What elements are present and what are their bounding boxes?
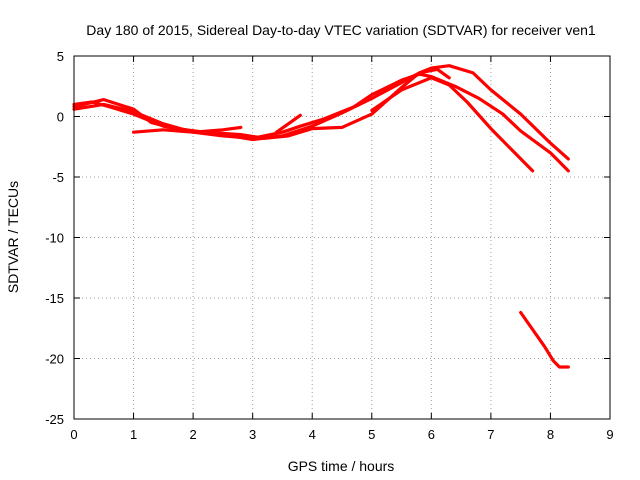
y-tick-label: 5 <box>57 49 64 64</box>
x-axis-label: GPS time / hours <box>288 458 395 474</box>
x-tick-label: 8 <box>547 427 554 442</box>
x-tick-label: 0 <box>70 427 77 442</box>
series-line-track-6 <box>274 113 302 134</box>
x-tick-label: 5 <box>368 427 375 442</box>
x-tick-labels: 0 1 2 3 4 5 6 7 8 9 <box>70 427 613 442</box>
x-tick-label: 1 <box>130 427 137 442</box>
grid <box>74 56 610 419</box>
series-line-track-3 <box>72 67 451 140</box>
y-tick-labels: -25 -20 -15 -10 -5 0 5 <box>45 49 64 427</box>
y-tick-label: -15 <box>45 291 64 306</box>
x-tick-label: 4 <box>309 427 316 442</box>
series-layer <box>72 64 570 369</box>
y-tick-label: -20 <box>45 352 64 367</box>
x-tick-label: 3 <box>249 427 256 442</box>
x-tick-label: 9 <box>606 427 613 442</box>
y-tick-label: -25 <box>45 412 64 427</box>
y-axis-label: SDTVAR / TECUs <box>5 181 21 293</box>
series-line-track-4 <box>370 76 535 173</box>
series-line-track-1 <box>72 64 570 161</box>
tick-marks <box>73 55 611 420</box>
y-tick-label: -10 <box>45 231 64 246</box>
x-tick-label: 2 <box>189 427 196 442</box>
series-line-track-7 <box>519 310 570 369</box>
x-tick-label: 7 <box>487 427 494 442</box>
chart-title: Day 180 of 2015, Sidereal Day-to-day VTE… <box>86 22 596 38</box>
y-tick-label: -5 <box>52 170 64 185</box>
x-tick-label: 6 <box>428 427 435 442</box>
series-line-track-5 <box>132 125 243 134</box>
y-tick-label: 0 <box>57 110 64 125</box>
